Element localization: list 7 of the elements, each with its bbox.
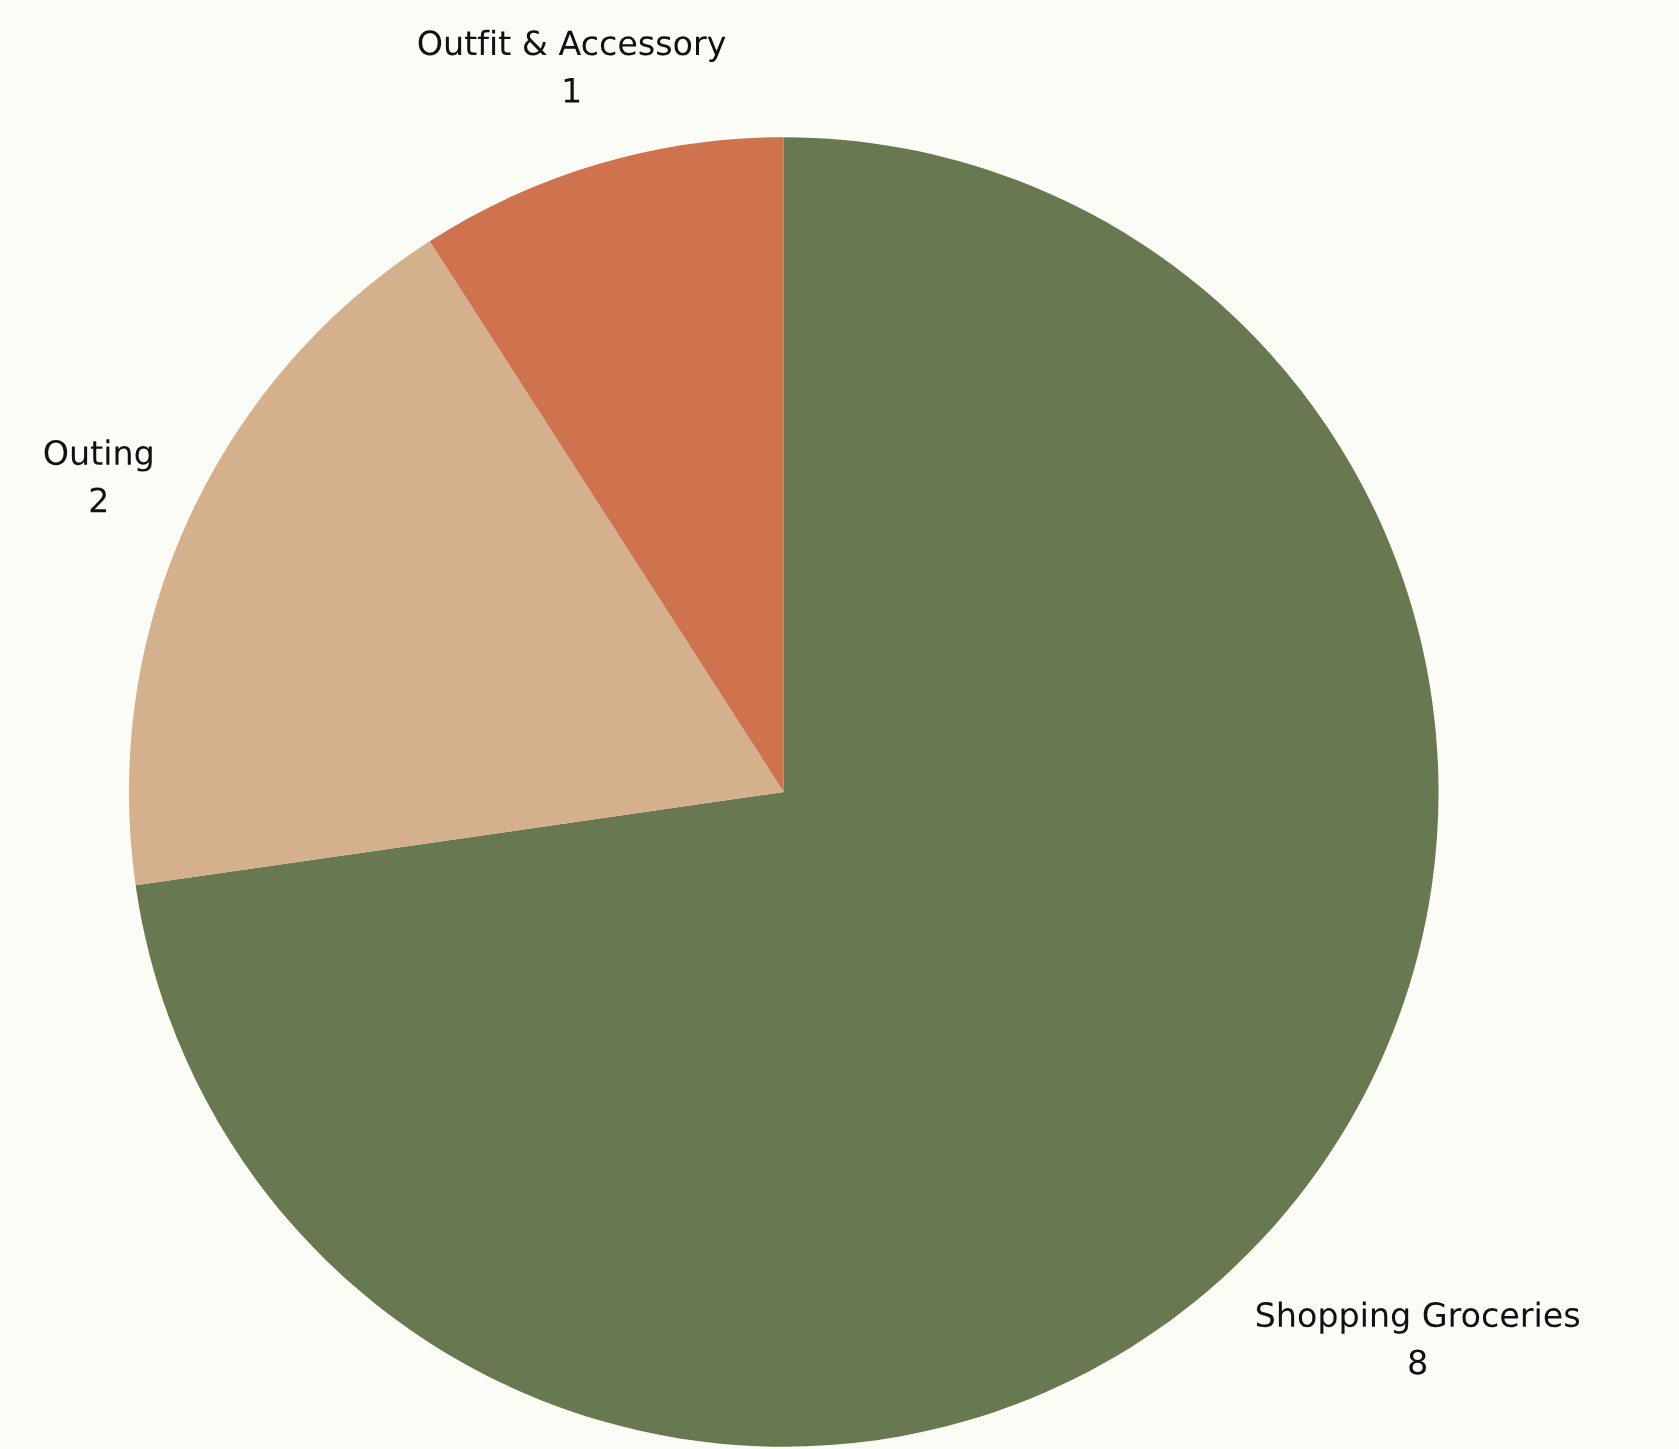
- data-label: 2: [90, 487, 107, 513]
- slice-label: Outing: [44, 439, 152, 472]
- slice-label: Shopping Groceries: [1256, 1301, 1580, 1334]
- pie-slice: [429, 137, 784, 793]
- data-label: 8: [1409, 1349, 1426, 1375]
- slice-label: Outfit & Accessory: [418, 29, 726, 62]
- data-label: 1: [564, 78, 580, 103]
